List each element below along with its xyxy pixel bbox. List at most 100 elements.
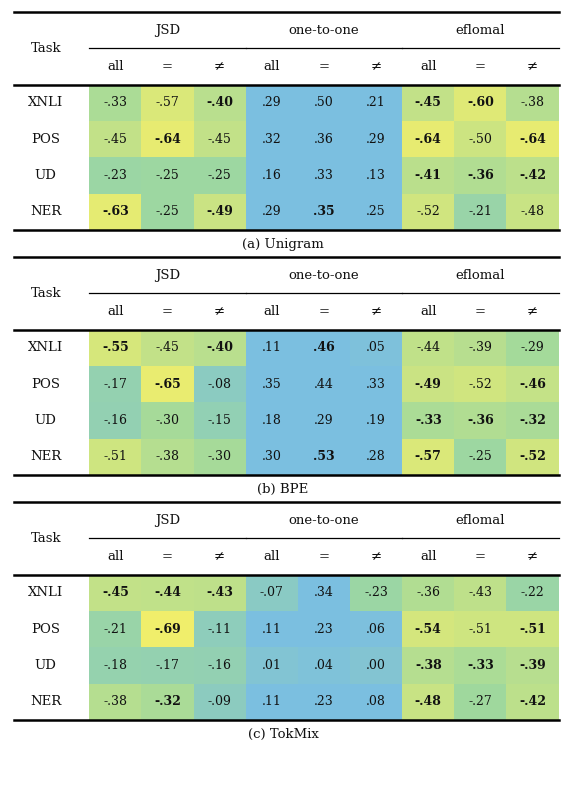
Bar: [402, 402, 454, 439]
Text: -.33: -.33: [467, 659, 494, 672]
Text: -.57: -.57: [415, 451, 441, 463]
Bar: [89, 158, 142, 193]
Text: -.21: -.21: [104, 623, 127, 635]
Text: -.38: -.38: [521, 97, 544, 109]
Text: NER: NER: [30, 695, 61, 708]
Bar: [507, 121, 559, 158]
Text: -.51: -.51: [519, 623, 546, 635]
Bar: [194, 402, 246, 439]
Text: .18: .18: [262, 414, 282, 427]
Text: -.38: -.38: [156, 451, 179, 463]
Bar: [298, 402, 350, 439]
Text: all: all: [420, 305, 436, 318]
Text: -.27: -.27: [469, 695, 492, 708]
Bar: [402, 574, 454, 611]
Text: -.52: -.52: [519, 451, 546, 463]
Text: all: all: [107, 60, 123, 73]
Text: -.25: -.25: [469, 451, 492, 463]
Text: -.33: -.33: [415, 414, 441, 427]
Bar: [194, 439, 246, 475]
Text: UD: UD: [35, 659, 57, 672]
Bar: [350, 611, 402, 647]
Bar: [298, 121, 350, 158]
Text: (c) TokMix: (c) TokMix: [247, 728, 319, 741]
Text: JSD: JSD: [155, 268, 180, 281]
Text: -.44: -.44: [416, 341, 440, 354]
Bar: [246, 329, 298, 366]
Text: -.51: -.51: [469, 623, 492, 635]
Text: -.36: -.36: [467, 414, 494, 427]
Text: -.25: -.25: [156, 169, 179, 182]
Text: ≠: ≠: [214, 305, 225, 318]
Text: ≠: ≠: [214, 550, 225, 563]
Bar: [402, 121, 454, 158]
Text: POS: POS: [31, 378, 60, 390]
Text: -.48: -.48: [521, 205, 544, 219]
Text: .33: .33: [366, 378, 386, 390]
Bar: [454, 158, 507, 193]
Text: .23: .23: [314, 695, 334, 708]
Bar: [454, 683, 507, 720]
Text: all: all: [420, 550, 436, 563]
Bar: [350, 402, 402, 439]
Bar: [350, 85, 402, 121]
Text: -.40: -.40: [206, 97, 233, 109]
Text: -.57: -.57: [156, 97, 179, 109]
Bar: [194, 85, 246, 121]
Text: =: =: [475, 60, 486, 73]
Text: -.36: -.36: [416, 586, 440, 600]
Text: Task: Task: [31, 42, 61, 55]
Bar: [298, 439, 350, 475]
Bar: [194, 611, 246, 647]
Bar: [507, 574, 559, 611]
Bar: [142, 158, 194, 193]
Text: -.42: -.42: [519, 169, 546, 182]
Bar: [402, 85, 454, 121]
Text: ≠: ≠: [371, 60, 381, 73]
Text: ≠: ≠: [527, 305, 538, 318]
Text: -.40: -.40: [206, 341, 233, 354]
Text: .21: .21: [366, 97, 386, 109]
Text: -.65: -.65: [154, 378, 181, 390]
Text: -.69: -.69: [154, 623, 181, 635]
Text: -.11: -.11: [208, 623, 231, 635]
Text: -.51: -.51: [104, 451, 127, 463]
Text: -.30: -.30: [208, 451, 231, 463]
Text: -.08: -.08: [208, 378, 231, 390]
Text: -.45: -.45: [415, 97, 441, 109]
Text: -.64: -.64: [154, 132, 181, 146]
Bar: [89, 85, 142, 121]
Text: .35: .35: [262, 378, 282, 390]
Bar: [298, 647, 350, 683]
Bar: [350, 193, 402, 230]
Text: .29: .29: [366, 132, 386, 146]
Text: NER: NER: [30, 451, 61, 463]
Text: ≠: ≠: [371, 550, 381, 563]
Bar: [350, 439, 402, 475]
Text: ≠: ≠: [527, 550, 538, 563]
Text: (a) Unigram: (a) Unigram: [242, 238, 324, 251]
Text: -.49: -.49: [206, 205, 233, 219]
Text: -.41: -.41: [415, 169, 442, 182]
Bar: [454, 611, 507, 647]
Bar: [298, 683, 350, 720]
Bar: [454, 193, 507, 230]
Bar: [402, 193, 454, 230]
Text: XNLI: XNLI: [28, 97, 63, 109]
Text: -.16: -.16: [104, 414, 127, 427]
Bar: [246, 611, 298, 647]
Text: .00: .00: [366, 659, 386, 672]
Bar: [507, 193, 559, 230]
Bar: [507, 683, 559, 720]
Bar: [350, 366, 402, 402]
Text: .33: .33: [314, 169, 334, 182]
Text: -.52: -.52: [469, 378, 492, 390]
Text: -.23: -.23: [364, 586, 388, 600]
Text: UD: UD: [35, 169, 57, 182]
Bar: [402, 366, 454, 402]
Text: JSD: JSD: [155, 513, 180, 527]
Text: -.38: -.38: [104, 695, 127, 708]
Text: -.22: -.22: [521, 586, 544, 600]
Text: -.17: -.17: [104, 378, 127, 390]
Bar: [298, 611, 350, 647]
